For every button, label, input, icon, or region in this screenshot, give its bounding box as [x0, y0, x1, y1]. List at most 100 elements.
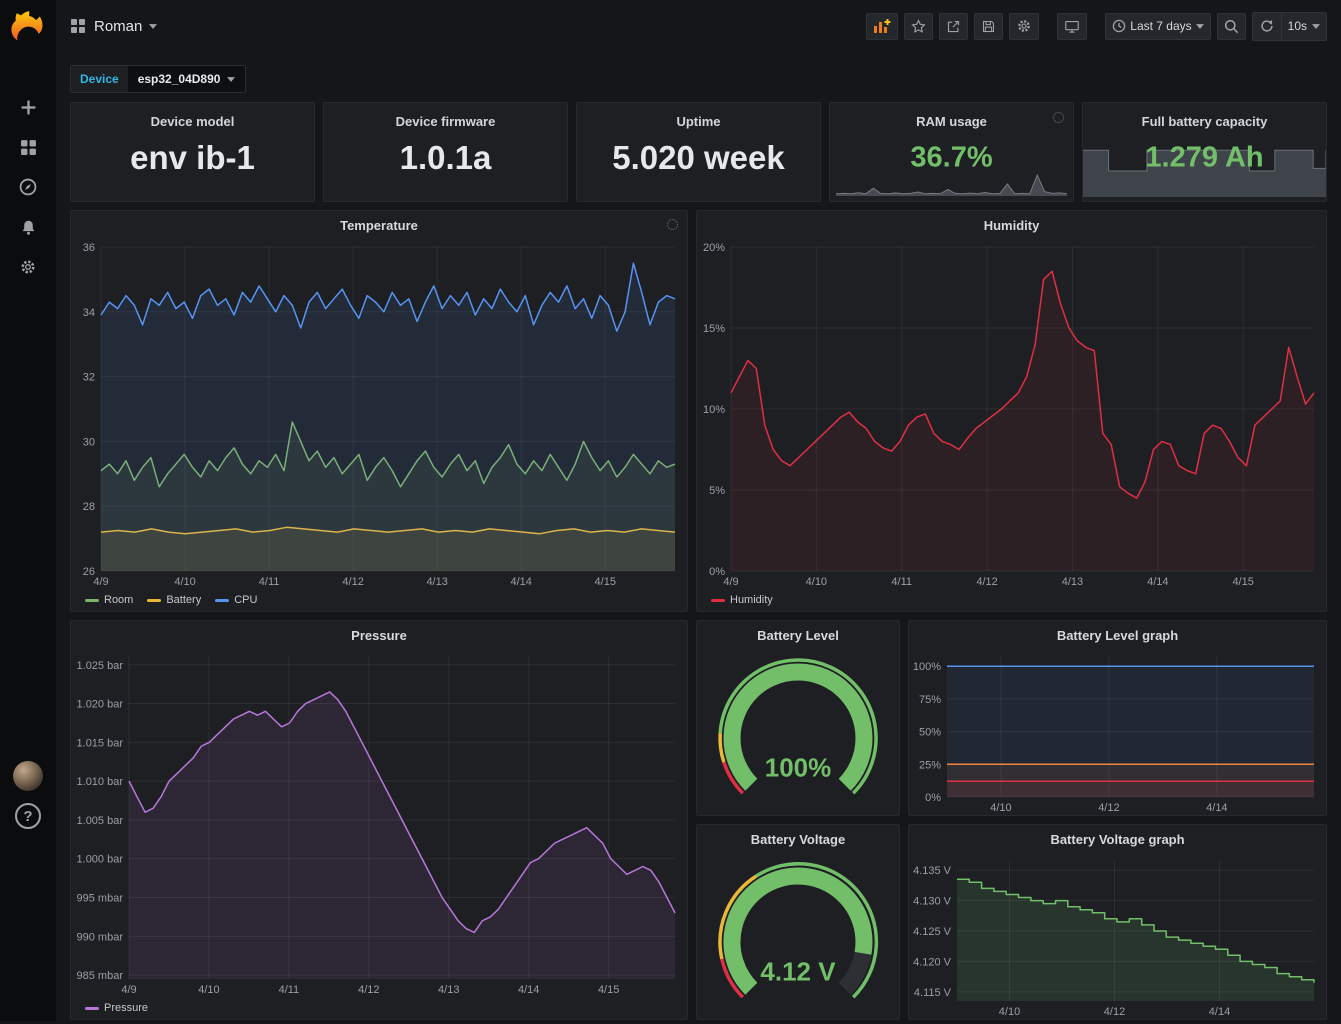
- dashboard-settings-button[interactable]: [1009, 13, 1039, 40]
- svg-text:30: 30: [83, 436, 95, 448]
- refresh-button[interactable]: [1253, 13, 1281, 40]
- svg-text:4/12: 4/12: [1098, 802, 1119, 814]
- device-variable-value: esp32_04D890: [138, 72, 221, 86]
- top-nav: Roman Last 7 days: [56, 0, 1341, 52]
- stat-value: 5.020 week: [577, 139, 820, 177]
- panel-title-text: Battery Level graph: [1057, 628, 1178, 643]
- panel-title[interactable]: Battery Voltage: [697, 825, 899, 853]
- legend-item[interactable]: Room: [85, 594, 133, 606]
- panel-title[interactable]: Temperature: [71, 211, 687, 239]
- svg-text:4.125 V: 4.125 V: [913, 926, 952, 938]
- svg-text:4/14: 4/14: [518, 984, 539, 996]
- svg-text:100%: 100%: [913, 661, 941, 673]
- stat-value: 1.0.1a: [324, 139, 567, 177]
- svg-text:25%: 25%: [919, 759, 941, 771]
- sidebar-alerting-button[interactable]: [8, 207, 48, 247]
- stat-value: 36.7%: [830, 141, 1073, 174]
- svg-text:20%: 20%: [703, 242, 725, 254]
- svg-text:4.12 V: 4.12 V: [760, 956, 836, 986]
- svg-text:36: 36: [83, 242, 95, 254]
- svg-text:1.010 bar: 1.010 bar: [77, 776, 124, 788]
- submenu: Device esp32_04D890: [70, 64, 1327, 94]
- save-dashboard-button[interactable]: [974, 13, 1003, 40]
- dashboard-title-dropdown[interactable]: Roman: [94, 18, 157, 35]
- panel-legend: Humidity: [697, 589, 1326, 611]
- monitor-icon: [1064, 19, 1080, 34]
- refresh-interval-dropdown[interactable]: 10s: [1281, 13, 1326, 40]
- sidebar-help-button[interactable]: [8, 796, 48, 836]
- legend-item[interactable]: CPU: [215, 594, 257, 606]
- svg-text:4/11: 4/11: [279, 984, 300, 996]
- legend-item[interactable]: Humidity: [711, 594, 773, 606]
- star-dashboard-button[interactable]: [904, 13, 933, 40]
- panel-title-text: Battery Voltage: [751, 832, 845, 847]
- legend-swatch: [147, 599, 161, 602]
- svg-text:4/15: 4/15: [595, 576, 616, 588]
- share-dashboard-button[interactable]: [939, 13, 968, 40]
- panel-title[interactable]: Battery Level: [697, 621, 899, 649]
- legend-label: Battery: [166, 594, 201, 606]
- time-zoom-out-button[interactable]: [1217, 13, 1246, 40]
- panel-title[interactable]: Battery Level graph: [909, 621, 1326, 649]
- svg-text:34: 34: [83, 307, 95, 319]
- caret-down-icon: [1312, 24, 1320, 29]
- panel-battery-level: Battery Level 100%: [696, 620, 900, 816]
- svg-text:15%: 15%: [703, 323, 725, 335]
- gear-icon: [1016, 18, 1032, 34]
- sidebar-explore-button[interactable]: [8, 167, 48, 207]
- ram-usage-sparkline: [836, 174, 1067, 196]
- legend-item[interactable]: Pressure: [85, 1002, 148, 1014]
- panel-title[interactable]: Humidity: [697, 211, 1326, 239]
- battery-level-gauge[interactable]: 100%: [697, 649, 899, 815]
- caret-down-icon: [227, 77, 235, 82]
- panel-battery-voltage: Battery Voltage 4.12 V: [696, 824, 900, 1020]
- battery-voltage-gauge[interactable]: 4.12 V: [697, 853, 899, 1019]
- sidebar-configuration-button[interactable]: [8, 247, 48, 287]
- legend-swatch: [85, 599, 99, 602]
- svg-text:10%: 10%: [703, 404, 725, 416]
- dashboard-title: Roman: [94, 18, 142, 35]
- panel-title[interactable]: Pressure: [71, 621, 687, 649]
- svg-text:4/13: 4/13: [438, 984, 459, 996]
- grafana-logo[interactable]: [9, 7, 47, 45]
- caret-down-icon: [1196, 24, 1204, 29]
- sidebar-profile-button[interactable]: [8, 756, 48, 796]
- svg-text:1.025 bar: 1.025 bar: [77, 660, 124, 672]
- sidebar: [0, 0, 56, 1021]
- refresh-icon: [1260, 19, 1274, 33]
- legend-label: Pressure: [104, 1002, 148, 1014]
- gear-icon: [19, 258, 37, 276]
- cycle-view-mode-button[interactable]: [1057, 13, 1087, 40]
- add-panel-icon: [873, 18, 891, 34]
- legend-item[interactable]: Battery: [147, 594, 201, 606]
- svg-text:4/12: 4/12: [976, 576, 997, 588]
- stat-value: env ib-1: [71, 139, 314, 177]
- svg-text:4/9: 4/9: [723, 576, 738, 588]
- svg-text:990 mbar: 990 mbar: [77, 931, 124, 943]
- refresh-picker: 10s: [1252, 12, 1327, 41]
- svg-text:985 mbar: 985 mbar: [77, 970, 124, 982]
- sidebar-dashboards-button[interactable]: [8, 127, 48, 167]
- panel-title-text: Battery Voltage graph: [1050, 832, 1184, 847]
- help-icon: [15, 803, 41, 829]
- add-panel-button[interactable]: [866, 13, 898, 40]
- compass-icon: [19, 178, 37, 196]
- stat-title: Full battery capacity: [1083, 114, 1326, 129]
- sidebar-create-button[interactable]: [8, 87, 48, 127]
- svg-text:4/13: 4/13: [426, 576, 447, 588]
- loading-spinner-icon: [667, 219, 678, 230]
- panel-title[interactable]: Battery Voltage graph: [909, 825, 1326, 853]
- device-variable-dropdown[interactable]: Device esp32_04D890: [70, 65, 246, 93]
- legend-label: Room: [104, 594, 133, 606]
- svg-text:0%: 0%: [925, 792, 941, 804]
- time-range-picker[interactable]: Last 7 days: [1105, 13, 1210, 40]
